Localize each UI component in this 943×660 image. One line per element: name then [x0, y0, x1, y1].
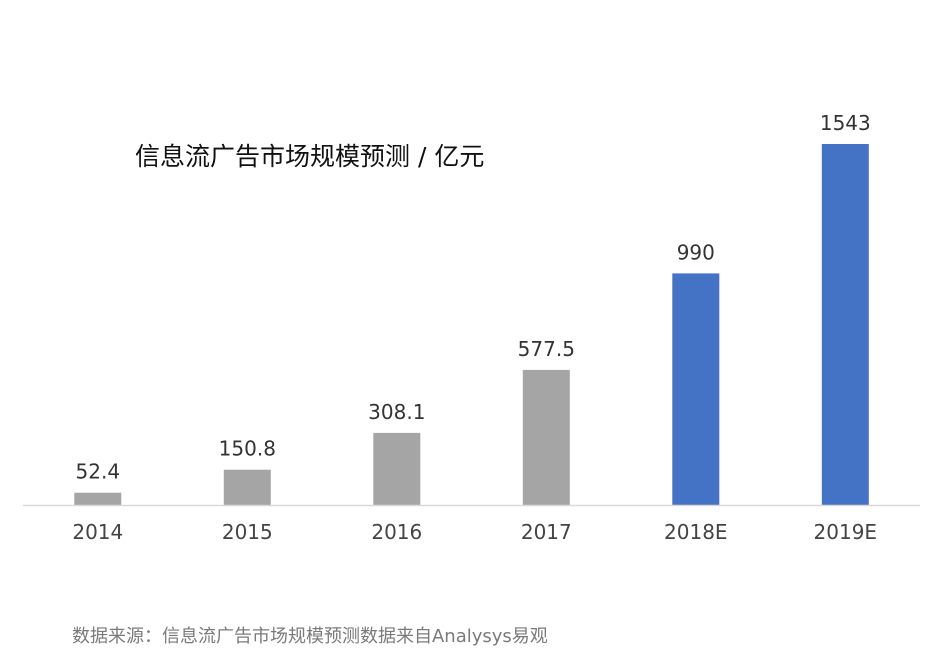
x-tick-label-2015: 2015: [222, 520, 273, 544]
x-tick-labels-layer: 2014 2015 2016 2017 2018E 2019E: [72, 520, 877, 544]
data-label-2014: 52.4: [76, 460, 121, 484]
x-tick-label-2019e: 2019E: [814, 520, 878, 544]
bar-2014: [74, 492, 122, 505]
bar-2016: [373, 432, 421, 505]
bar-2018e: [672, 273, 720, 505]
data-label-2019e: 1543: [820, 111, 871, 135]
data-label-2017: 577.5: [518, 337, 575, 361]
data-label-2016: 308.1: [368, 400, 425, 424]
bars-layer: [74, 144, 869, 505]
data-label-2015: 150.8: [219, 437, 276, 461]
x-tick-label-2018e: 2018E: [664, 520, 728, 544]
bar-2017: [522, 369, 570, 505]
x-tick-label-2014: 2014: [72, 520, 123, 544]
data-label-2018e: 990: [677, 240, 715, 264]
bar-2019e: [821, 144, 869, 505]
chart-title: 信息流广告市场规模预测 / 亿元: [135, 142, 484, 171]
bar-2015: [223, 469, 271, 505]
source-note: 数据来源：信息流广告市场规模预测数据来自Analysys易观: [72, 626, 548, 647]
x-tick-label-2016: 2016: [371, 520, 422, 544]
x-tick-label-2017: 2017: [521, 520, 572, 544]
data-labels-layer: 52.4 150.8 308.1 577.5 990 1543: [76, 111, 871, 484]
